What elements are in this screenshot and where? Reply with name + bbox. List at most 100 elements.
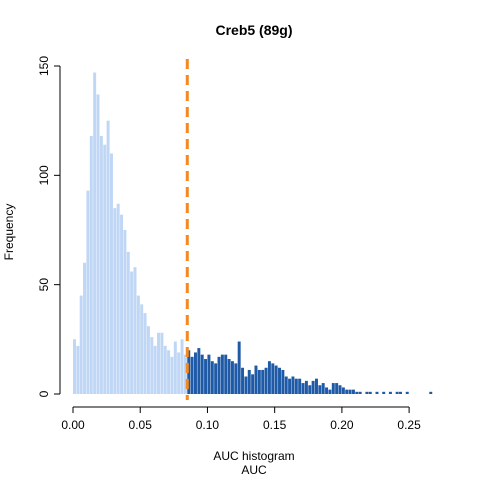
histogram-bar xyxy=(355,391,359,394)
histogram-bar xyxy=(291,376,295,394)
histogram-bar xyxy=(170,356,174,394)
histogram-bar xyxy=(230,361,234,394)
histogram-bar xyxy=(311,380,315,394)
histogram-bar xyxy=(257,369,261,394)
histogram-bar xyxy=(126,251,130,394)
y-axis-label: Frequency xyxy=(2,204,16,261)
histogram-bar xyxy=(123,230,127,394)
histogram-bar xyxy=(345,389,349,394)
histogram-bar xyxy=(429,391,433,394)
histogram-bar xyxy=(247,369,251,394)
histogram-bar xyxy=(321,383,325,394)
histogram-bar xyxy=(136,295,140,394)
histogram-bar xyxy=(93,72,97,394)
histogram-bar xyxy=(197,348,201,394)
histogram-bar xyxy=(194,352,197,394)
histogram-bar xyxy=(153,345,157,394)
x-axis: 0.00 0.05 0.10 0.15 0.20 0.25 xyxy=(61,406,421,432)
x-tick-label: 0.15 xyxy=(263,418,287,432)
histogram-bar xyxy=(200,354,204,394)
histogram-bar xyxy=(395,391,399,394)
histogram-bar xyxy=(301,383,305,394)
y-axis: 0 50 100 150 xyxy=(37,56,61,397)
histogram-bar xyxy=(267,361,271,394)
y-tick-label: 150 xyxy=(37,56,51,76)
histogram-bar xyxy=(308,385,312,394)
histogram-bar xyxy=(190,356,194,394)
x-tick-label: 0.10 xyxy=(196,418,220,432)
y-tick-label: 100 xyxy=(37,165,51,185)
histogram-bar xyxy=(318,385,322,394)
histogram-bar xyxy=(294,378,298,394)
histogram-bar xyxy=(368,391,372,394)
histogram-bar xyxy=(224,354,228,394)
histogram-bar xyxy=(335,383,339,394)
histogram-bar xyxy=(150,337,154,394)
histogram-bar xyxy=(358,391,362,394)
histogram-bar xyxy=(130,271,134,394)
histogram-bar xyxy=(89,135,93,394)
histogram-bar xyxy=(207,354,211,394)
histogram-bar xyxy=(341,387,345,394)
chart-subtitle: AUC histogram xyxy=(213,449,294,463)
histogram-bar xyxy=(204,359,208,394)
histogram-bar xyxy=(284,376,288,394)
bars-group xyxy=(73,72,433,395)
histogram-bar xyxy=(157,332,160,394)
histogram-bar xyxy=(133,267,137,394)
chart-title: Creb5 (89g) xyxy=(215,22,292,38)
histogram-bar xyxy=(244,376,248,394)
histogram-bar xyxy=(106,120,110,395)
histogram-bar xyxy=(298,378,302,394)
histogram-bar xyxy=(325,387,329,394)
histogram-bar xyxy=(143,313,147,394)
histogram-bar xyxy=(96,94,100,395)
x-tick-label: 0.05 xyxy=(129,418,153,432)
histogram-bar xyxy=(338,385,342,394)
histogram-bar xyxy=(220,354,224,394)
histogram-bar xyxy=(103,144,107,394)
histogram-bar xyxy=(79,295,83,394)
histogram-bar xyxy=(173,341,177,394)
histogram-bar xyxy=(214,363,218,394)
histogram-bar xyxy=(278,367,281,394)
histogram-bar xyxy=(382,391,386,394)
histogram-bar xyxy=(83,262,87,394)
histogram-bar xyxy=(271,363,275,394)
histogram-bar xyxy=(116,203,120,394)
histogram-bar xyxy=(399,391,402,394)
histogram-bar xyxy=(86,190,90,394)
x-tick-label: 0.00 xyxy=(61,418,85,432)
histogram-bar xyxy=(99,135,103,394)
histogram-bar xyxy=(348,389,352,394)
x-tick-label: 0.25 xyxy=(397,418,421,432)
histogram-bar xyxy=(264,367,268,394)
x-tick-label: 0.20 xyxy=(330,418,354,432)
histogram-bar xyxy=(375,391,379,394)
histogram-bar xyxy=(140,304,144,394)
histogram-bar xyxy=(217,356,221,394)
histogram-bar xyxy=(315,378,318,394)
histogram-bar xyxy=(405,391,409,394)
histogram-bar xyxy=(281,369,285,394)
histogram-bar xyxy=(234,363,238,394)
histogram-bar xyxy=(251,374,255,394)
histogram-bar xyxy=(113,208,117,394)
histogram-bar xyxy=(254,365,258,394)
histogram-bar xyxy=(365,391,369,394)
histogram-bar xyxy=(73,339,76,394)
histogram-bar xyxy=(160,332,164,394)
x-axis-label: AUC xyxy=(241,463,267,477)
histogram-bar xyxy=(227,359,231,394)
histogram-bar xyxy=(109,153,113,394)
histogram-bar xyxy=(331,383,335,394)
histogram-bar xyxy=(288,378,292,394)
histogram-bar xyxy=(177,352,181,394)
histogram-bar xyxy=(388,391,392,394)
histogram-bar xyxy=(146,326,150,394)
histogram-bar xyxy=(180,339,184,394)
histogram-bar xyxy=(304,380,308,394)
y-tick-label: 0 xyxy=(37,390,51,397)
